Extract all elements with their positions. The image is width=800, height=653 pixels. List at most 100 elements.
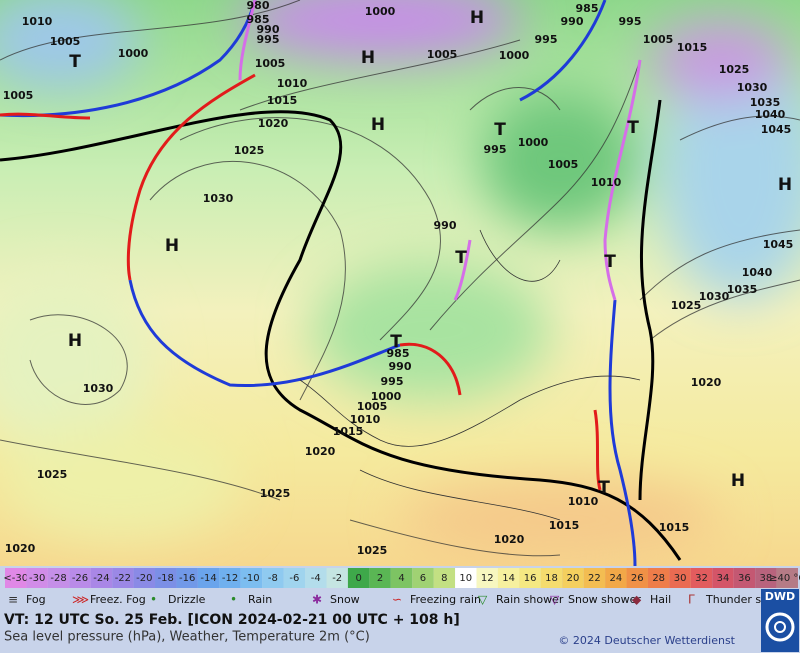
pressure-system: H (470, 8, 484, 28)
scale-label: -4 (311, 573, 321, 584)
pressure-label: 990 (434, 219, 457, 232)
pressure-label: 1025 (234, 144, 265, 157)
pressure-label: 1010 (568, 495, 599, 508)
logo-swirl-inner (774, 621, 786, 633)
logo-swirl (765, 612, 795, 642)
pressure-label: 1035 (750, 96, 781, 109)
scale-cell (240, 568, 263, 588)
legend-icon: ≡ (8, 593, 18, 607)
scale-cell (47, 568, 70, 588)
scale-label: -20 (136, 573, 152, 584)
scale-cell (347, 568, 370, 588)
scale-cell (583, 568, 606, 588)
scale-label: 28 (652, 573, 665, 584)
legend-icon: ᒥ (688, 593, 695, 607)
scale-cell (283, 568, 306, 588)
scale-label: 2 (377, 573, 383, 584)
scale-label: 32 (695, 573, 708, 584)
pressure-label: 1025 (37, 468, 68, 481)
scale-cell (412, 568, 434, 588)
copyright: © 2024 Deutscher Wetterdienst (558, 634, 735, 647)
pressure-label: 990 (561, 15, 584, 28)
scale-cell (262, 568, 284, 588)
pressure-label: 995 (257, 33, 280, 46)
scale-cell (326, 568, 348, 588)
pressure-label: 1025 (357, 544, 388, 557)
pressure-system: H (165, 236, 179, 256)
pressure-label: 980 (247, 0, 270, 12)
scale-cell (90, 568, 113, 588)
legend-label: Rain shower (496, 593, 564, 606)
scale-label: -24 (93, 573, 109, 584)
scale-cell (690, 568, 713, 588)
scale-cell (755, 568, 777, 588)
scale-label: 14 (502, 573, 515, 584)
legend-label: Snow shower (568, 593, 641, 606)
scale-cell (390, 568, 413, 588)
pressure-label: 1020 (691, 376, 722, 389)
scale-label: 6 (420, 573, 426, 584)
scale-label: -12 (222, 573, 238, 584)
legend-label: Freez. Fog (90, 593, 146, 606)
scale-label: 4 (398, 573, 404, 584)
map (0, 0, 800, 567)
pressure-label: 1035 (727, 283, 758, 296)
scale-label: -10 (243, 573, 259, 584)
scale-cell (155, 568, 177, 588)
pressure-label: 1005 (427, 48, 458, 61)
pressure-label: 1000 (371, 390, 402, 403)
scale-label: 0 (355, 573, 361, 584)
legend-label: Rain (248, 593, 272, 606)
legend-icon: • (230, 593, 237, 607)
scale-label: -18 (158, 573, 174, 584)
scale-label: 36 (738, 573, 751, 584)
pressure-label: 1005 (50, 35, 81, 48)
pressure-label: 1020 (305, 445, 336, 458)
pressure-system: H (731, 471, 745, 491)
pressure-label: 1025 (719, 63, 750, 76)
pressure-label: 1025 (671, 299, 702, 312)
logo: DWD (765, 590, 795, 603)
scale-cell (69, 568, 91, 588)
scale-cell (647, 568, 670, 588)
legend-icon: ▽ (550, 593, 560, 607)
scale-cell (176, 568, 198, 588)
legend-icon: ∽ (392, 593, 402, 607)
pressure-label: 995 (381, 375, 404, 388)
pressure-system: T (390, 332, 402, 352)
pressure-system: T (494, 120, 506, 140)
pressure-label: 1030 (203, 192, 234, 205)
pressure-system: H (778, 175, 792, 195)
scale-label: 20 (567, 573, 580, 584)
pressure-label: 1015 (549, 519, 580, 532)
pressure-label: 1010 (350, 413, 381, 426)
scale-label: -28 (50, 573, 66, 584)
scale-label: 24 (609, 573, 622, 584)
pressure-label: 990 (257, 23, 280, 36)
pressure-label: 985 (576, 2, 599, 15)
pressure-system: T (627, 118, 639, 138)
pressure-label: 1000 (365, 5, 396, 18)
scale-cell (519, 568, 541, 588)
scale-cell (133, 568, 156, 588)
scale-cell (540, 568, 563, 588)
scale-label: -16 (179, 573, 195, 584)
legend-label: Fog (26, 593, 46, 606)
pressure-label: 1015 (659, 521, 690, 534)
pressure-label: 1000 (518, 136, 549, 149)
legend-icon: ⋙ (72, 593, 89, 607)
pressure-label: 1015 (333, 425, 364, 438)
scale-label: 38 (759, 573, 772, 584)
scale-cell (455, 568, 477, 588)
pressure-system: T (455, 248, 467, 268)
scale-label: 22 (588, 573, 601, 584)
scale-label: 10 (459, 573, 472, 584)
pressure-label: 1015 (677, 41, 708, 54)
pressure-label: 1010 (277, 77, 308, 90)
pressure-system: H (371, 115, 385, 135)
pressure-label: 1010 (22, 15, 53, 28)
pressure-label: 995 (535, 33, 558, 46)
scale-label: ≥40 °C (769, 573, 800, 584)
legend-label: Freezing rain (410, 593, 481, 606)
legend-label: Hail (650, 593, 671, 606)
